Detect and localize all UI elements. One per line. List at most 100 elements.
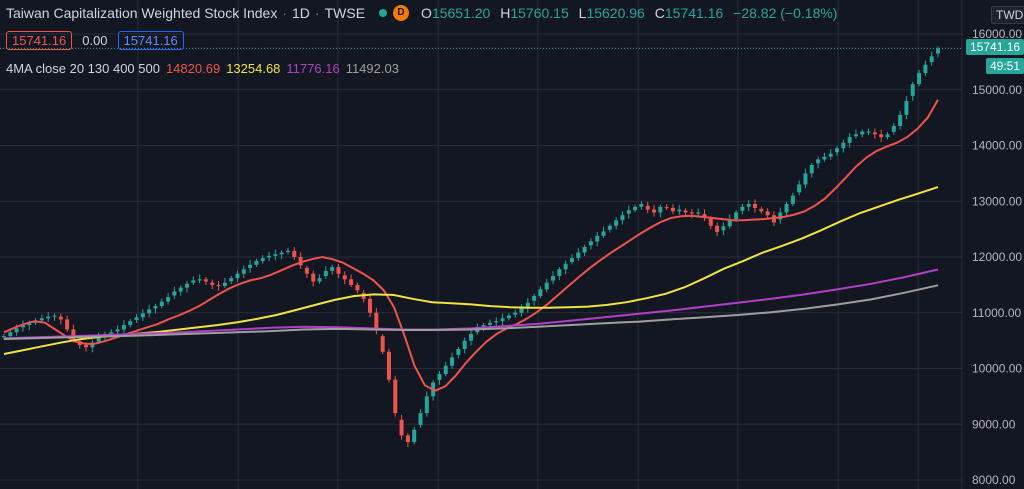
candle-body <box>46 316 51 319</box>
y-tick-label: 16000.00 <box>972 27 1022 41</box>
ohlc-values: O15651.20 H15760.15 L15620.96 C15741.16 … <box>421 5 838 21</box>
candle-body <box>689 212 694 214</box>
candle-body <box>841 142 846 149</box>
candle-body <box>885 134 890 138</box>
candle-body <box>462 340 467 349</box>
candle-body <box>456 348 461 355</box>
buy-price-box[interactable]: 15741.16 <box>117 31 184 50</box>
candle-body <box>803 173 808 185</box>
candle-body <box>159 301 164 307</box>
candle-body <box>734 212 739 220</box>
candle-body <box>380 336 385 352</box>
candle-body <box>809 165 814 174</box>
candle-body <box>368 298 373 313</box>
candle-body <box>582 246 587 253</box>
candle-body <box>191 280 196 283</box>
candle-body <box>475 328 480 333</box>
candle-body <box>317 278 322 282</box>
candle-body <box>172 291 177 296</box>
candle-body <box>96 337 101 342</box>
candle-body <box>828 153 833 157</box>
candle-body <box>645 205 650 210</box>
candle-body <box>90 343 95 348</box>
chart-grid <box>0 0 962 489</box>
candle-body <box>658 206 663 213</box>
candle-body <box>683 210 688 213</box>
candle-body <box>708 217 713 226</box>
moving-average-legend[interactable]: 4MA close 20 130 400 500 14820.69 13254.… <box>6 61 405 76</box>
candle-body <box>349 279 354 285</box>
candle-body <box>254 260 259 265</box>
candle-body <box>816 159 821 164</box>
price-axis[interactable]: 16000.00 15000.00 14000.00 13000.00 12000.00… <box>972 27 1022 487</box>
candle-body <box>538 289 543 297</box>
candle-body <box>620 215 625 221</box>
ma-130-line <box>3 186 939 355</box>
candle-body <box>784 204 789 213</box>
candle-body <box>166 297 171 302</box>
candle-body <box>405 435 410 443</box>
candle-body <box>778 212 783 220</box>
moving-average-lines <box>3 99 939 392</box>
candle-body <box>607 225 612 230</box>
delayed-data-icon[interactable]: D <box>393 5 410 21</box>
y-tick-label: 15000.00 <box>972 83 1022 97</box>
candle-body <box>374 312 379 330</box>
candle-body <box>71 329 76 340</box>
candle-body <box>399 419 404 436</box>
candle-body <box>285 250 290 253</box>
currency-label[interactable]: TWD <box>991 6 1024 24</box>
symbol-title[interactable]: Taiwan Capitalization Weighted Stock Ind… <box>6 5 278 21</box>
ma-400-line <box>3 268 939 340</box>
candle-body <box>393 379 398 414</box>
candle-body <box>469 333 473 341</box>
candle-body <box>626 210 631 214</box>
candle-body <box>323 270 328 277</box>
ma-400-value: 11776.16 <box>286 61 340 76</box>
interval-label[interactable]: 1D <box>292 5 310 21</box>
separator-dot: · <box>282 5 288 21</box>
candle-body <box>525 302 530 309</box>
y-tick-label: 12000.00 <box>972 250 1022 264</box>
y-tick-label: 10000.00 <box>972 362 1022 376</box>
candle-body <box>185 283 190 288</box>
candle-body <box>633 206 638 211</box>
candle-body <box>532 296 537 301</box>
candle-body <box>652 209 657 213</box>
candle-body <box>917 73 922 85</box>
separator-dot: · <box>314 5 320 21</box>
candle-body <box>740 206 745 211</box>
candle-body <box>765 211 770 216</box>
candlestick-series <box>2 46 940 447</box>
candle-body <box>424 396 429 414</box>
candle-body <box>551 275 556 281</box>
candle-body <box>588 241 593 246</box>
candle-body <box>330 267 335 271</box>
candle-body <box>412 429 417 443</box>
candle-body <box>298 257 303 266</box>
candle-body <box>544 282 549 290</box>
candle-body <box>260 258 265 261</box>
candle-body <box>860 131 865 135</box>
candle-body <box>677 209 682 212</box>
candle-body <box>759 208 764 212</box>
candle-body <box>835 148 840 153</box>
y-tick-label: 13000.00 <box>972 194 1022 208</box>
open-value: 15651.20 <box>431 5 491 21</box>
low-value: 15620.96 <box>586 5 645 21</box>
sell-price-box[interactable]: 15741.16 <box>6 31 73 50</box>
candle-body <box>115 329 120 332</box>
candle-body <box>891 125 896 132</box>
candle-body <box>519 308 524 313</box>
candle-body <box>929 56 934 63</box>
candle-body <box>500 318 505 322</box>
candle-body <box>109 332 114 334</box>
candle-body <box>506 315 511 319</box>
candle-body <box>790 195 795 205</box>
candle-body <box>513 312 518 315</box>
candle-body <box>563 263 568 270</box>
candle-body <box>639 204 644 207</box>
candle-body <box>27 322 32 326</box>
candle-body <box>52 315 57 317</box>
